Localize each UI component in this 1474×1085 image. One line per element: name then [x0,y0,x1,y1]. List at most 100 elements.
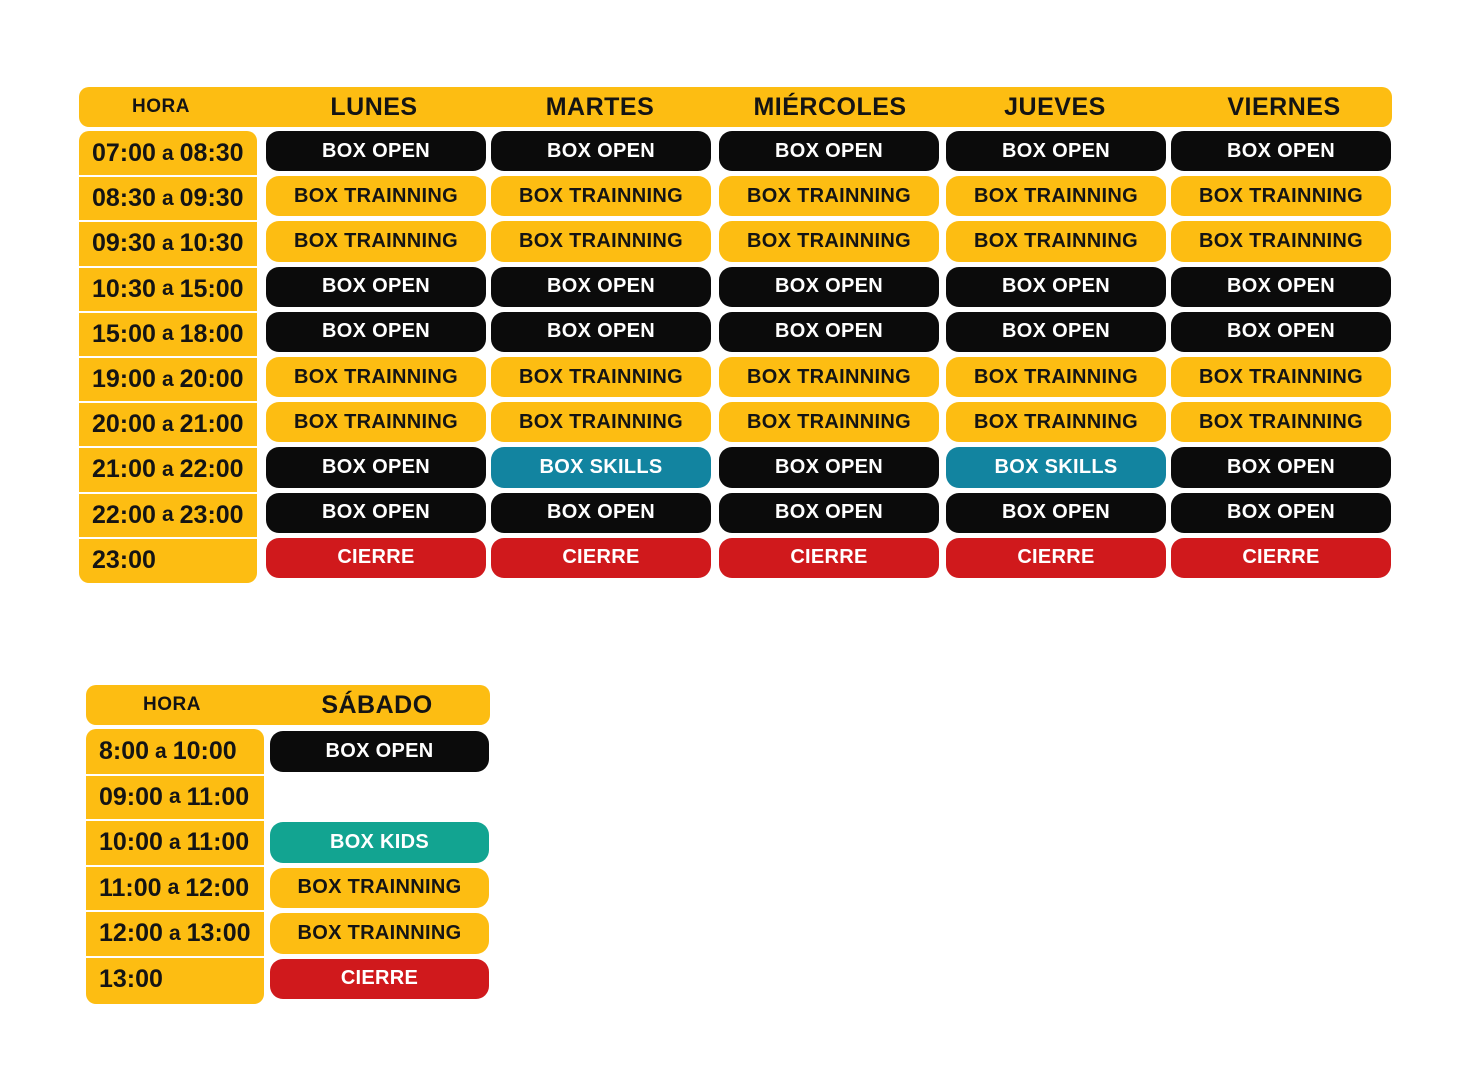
time-slot: 10:00 a 11:00 [86,820,264,866]
time-separator: a [161,231,174,255]
time-slot: 11:00 a 12:00 [86,866,264,912]
time-end: 22:00 [179,455,244,484]
time-start: 07:00 [92,139,156,168]
row-divider [79,491,257,494]
class-box-trainning-jueves: BOX TRAINNING [946,357,1166,398]
time-separator: a [168,921,181,945]
row-divider [79,175,257,178]
class-box-open-lunes: BOX OPEN [266,492,486,533]
row-divider [79,356,257,358]
row-divider [86,773,264,776]
time-separator: a [161,412,174,436]
time-end: 20:00 [179,365,244,394]
class-box-trainning-martes: BOX TRAINNING [491,357,711,398]
class-box-open-jueves: BOX OPEN [946,266,1166,307]
class-box-trainning-miercoles: BOX TRAINNING [719,357,939,398]
class-box-open-viernes: BOX OPEN [1171,311,1391,352]
class-box-trainning-jueves: BOX TRAINNING [946,402,1166,443]
saturday-header: HORA SÁBADO [86,685,490,725]
class-box-open-miercoles: BOX OPEN [719,131,939,172]
time-start: 11:00 [99,873,162,902]
time-start: 21:00 [92,455,156,484]
time-slot: 23:00 [79,538,257,583]
class-box-open-jueves: BOX OPEN [946,311,1166,352]
time-slot: 19:00 a 20:00 [79,357,257,402]
row-divider [86,864,264,867]
time-start: 12:00 [99,919,163,948]
class-box-open-lunes: BOX OPEN [266,131,486,172]
row-divider [86,955,264,958]
row-divider [79,401,257,404]
time-start: 10:30 [92,274,156,303]
time-start: 09:30 [92,229,156,258]
class-box-open-viernes: BOX OPEN [1171,492,1391,533]
class-empty-sabado [270,777,489,818]
hora-header: HORA [132,96,190,117]
time-end: 09:30 [179,184,244,213]
class-box-trainning-sabado: BOX TRAINNING [270,913,489,954]
class-box-trainning-lunes: BOX TRAINNING [266,221,486,262]
time-slot: 08:30 a 09:30 [79,176,257,221]
time-slot: 21:00 a 22:00 [79,447,257,492]
class-box-open-miercoles: BOX OPEN [719,447,939,488]
time-end: 23:00 [179,500,244,529]
time-start: 08:30 [92,184,156,213]
class-box-open-jueves: BOX OPEN [946,492,1166,533]
time-separator: a [161,503,174,527]
row-divider [79,536,257,539]
day-header-lunes: LUNES [330,92,418,121]
time-start: 19:00 [92,365,156,394]
class-box-trainning-lunes: BOX TRAINNING [266,402,486,443]
time-end: 10:00 [172,737,237,766]
class-cierre-lunes: CIERRE [266,537,486,578]
class-box-trainning-martes: BOX TRAINNING [491,402,711,443]
weekday-schedule: HORA LUNES MARTES MIÉRCOLES JUEVES VIERN… [79,87,1392,583]
class-box-open-miercoles: BOX OPEN [719,266,939,307]
time-start: 20:00 [92,410,156,439]
time-end: 10:30 [179,229,244,258]
time-start: 23:00 [92,545,156,574]
class-box-trainning-viernes: BOX TRAINNING [1171,176,1391,217]
row-divider [79,310,257,313]
class-box-open-lunes: BOX OPEN [266,266,486,307]
class-box-open-viernes: BOX OPEN [1171,131,1391,172]
time-separator: a [155,739,167,763]
class-box-open-martes: BOX OPEN [491,311,711,352]
time-start: 15:00 [92,319,156,348]
class-box-trainning-viernes: BOX TRAINNING [1171,357,1391,398]
class-box-trainning-sabado: BOX TRAINNING [270,867,489,908]
time-slot: 09:00 a 11:00 [86,775,264,821]
time-slot: 09:30 a 10:30 [79,221,257,266]
class-box-trainning-martes: BOX TRAINNING [491,221,711,262]
class-box-trainning-miercoles: BOX TRAINNING [719,176,939,217]
class-box-open-jueves: BOX OPEN [946,131,1166,172]
time-separator: a [168,785,181,809]
time-start: 22:00 [92,500,156,529]
time-end: 08:30 [179,139,244,168]
class-box-open-miercoles: BOX OPEN [719,492,939,533]
saturday-time-column: 8:00 a 10:00 09:00 a 11:00 10:00 a 11:00 11:00 a 12… [86,729,264,1004]
class-cierre-martes: CIERRE [491,537,711,578]
row-divider [86,819,264,821]
day-header-viernes: VIERNES [1227,92,1341,121]
time-separator: a [161,141,174,165]
time-end: 18:00 [179,319,244,348]
saturday-schedule: HORA SÁBADO 8:00 a 10:00 09:00 a 11:00 10:00 a 1… [0,0,600,1085]
class-box-trainning-lunes: BOX TRAINNING [266,357,486,398]
time-start: 10:00 [99,828,163,857]
time-slot: 20:00 a 21:00 [79,402,257,447]
time-start: 13:00 [99,964,163,993]
day-header-martes: MARTES [545,92,655,121]
time-end: 15:00 [179,274,244,303]
class-box-open-sabado: BOX OPEN [270,731,489,772]
row-divider [79,220,257,223]
class-box-open-viernes: BOX OPEN [1171,447,1391,488]
time-start: 09:00 [99,782,163,811]
weekday-time-column: 07:00 a 08:30 08:30 a 09:30 09:30 a 10:30 10:30 a 1… [79,131,257,583]
time-separator: a [161,277,174,301]
class-box-skills-jueves: BOX SKILLS [946,447,1166,488]
class-box-kids-sabado: BOX KIDS [270,822,489,863]
row-divider [79,265,257,268]
time-end: 21:00 [179,410,244,439]
time-slot: 07:00 a 08:30 [79,131,257,176]
